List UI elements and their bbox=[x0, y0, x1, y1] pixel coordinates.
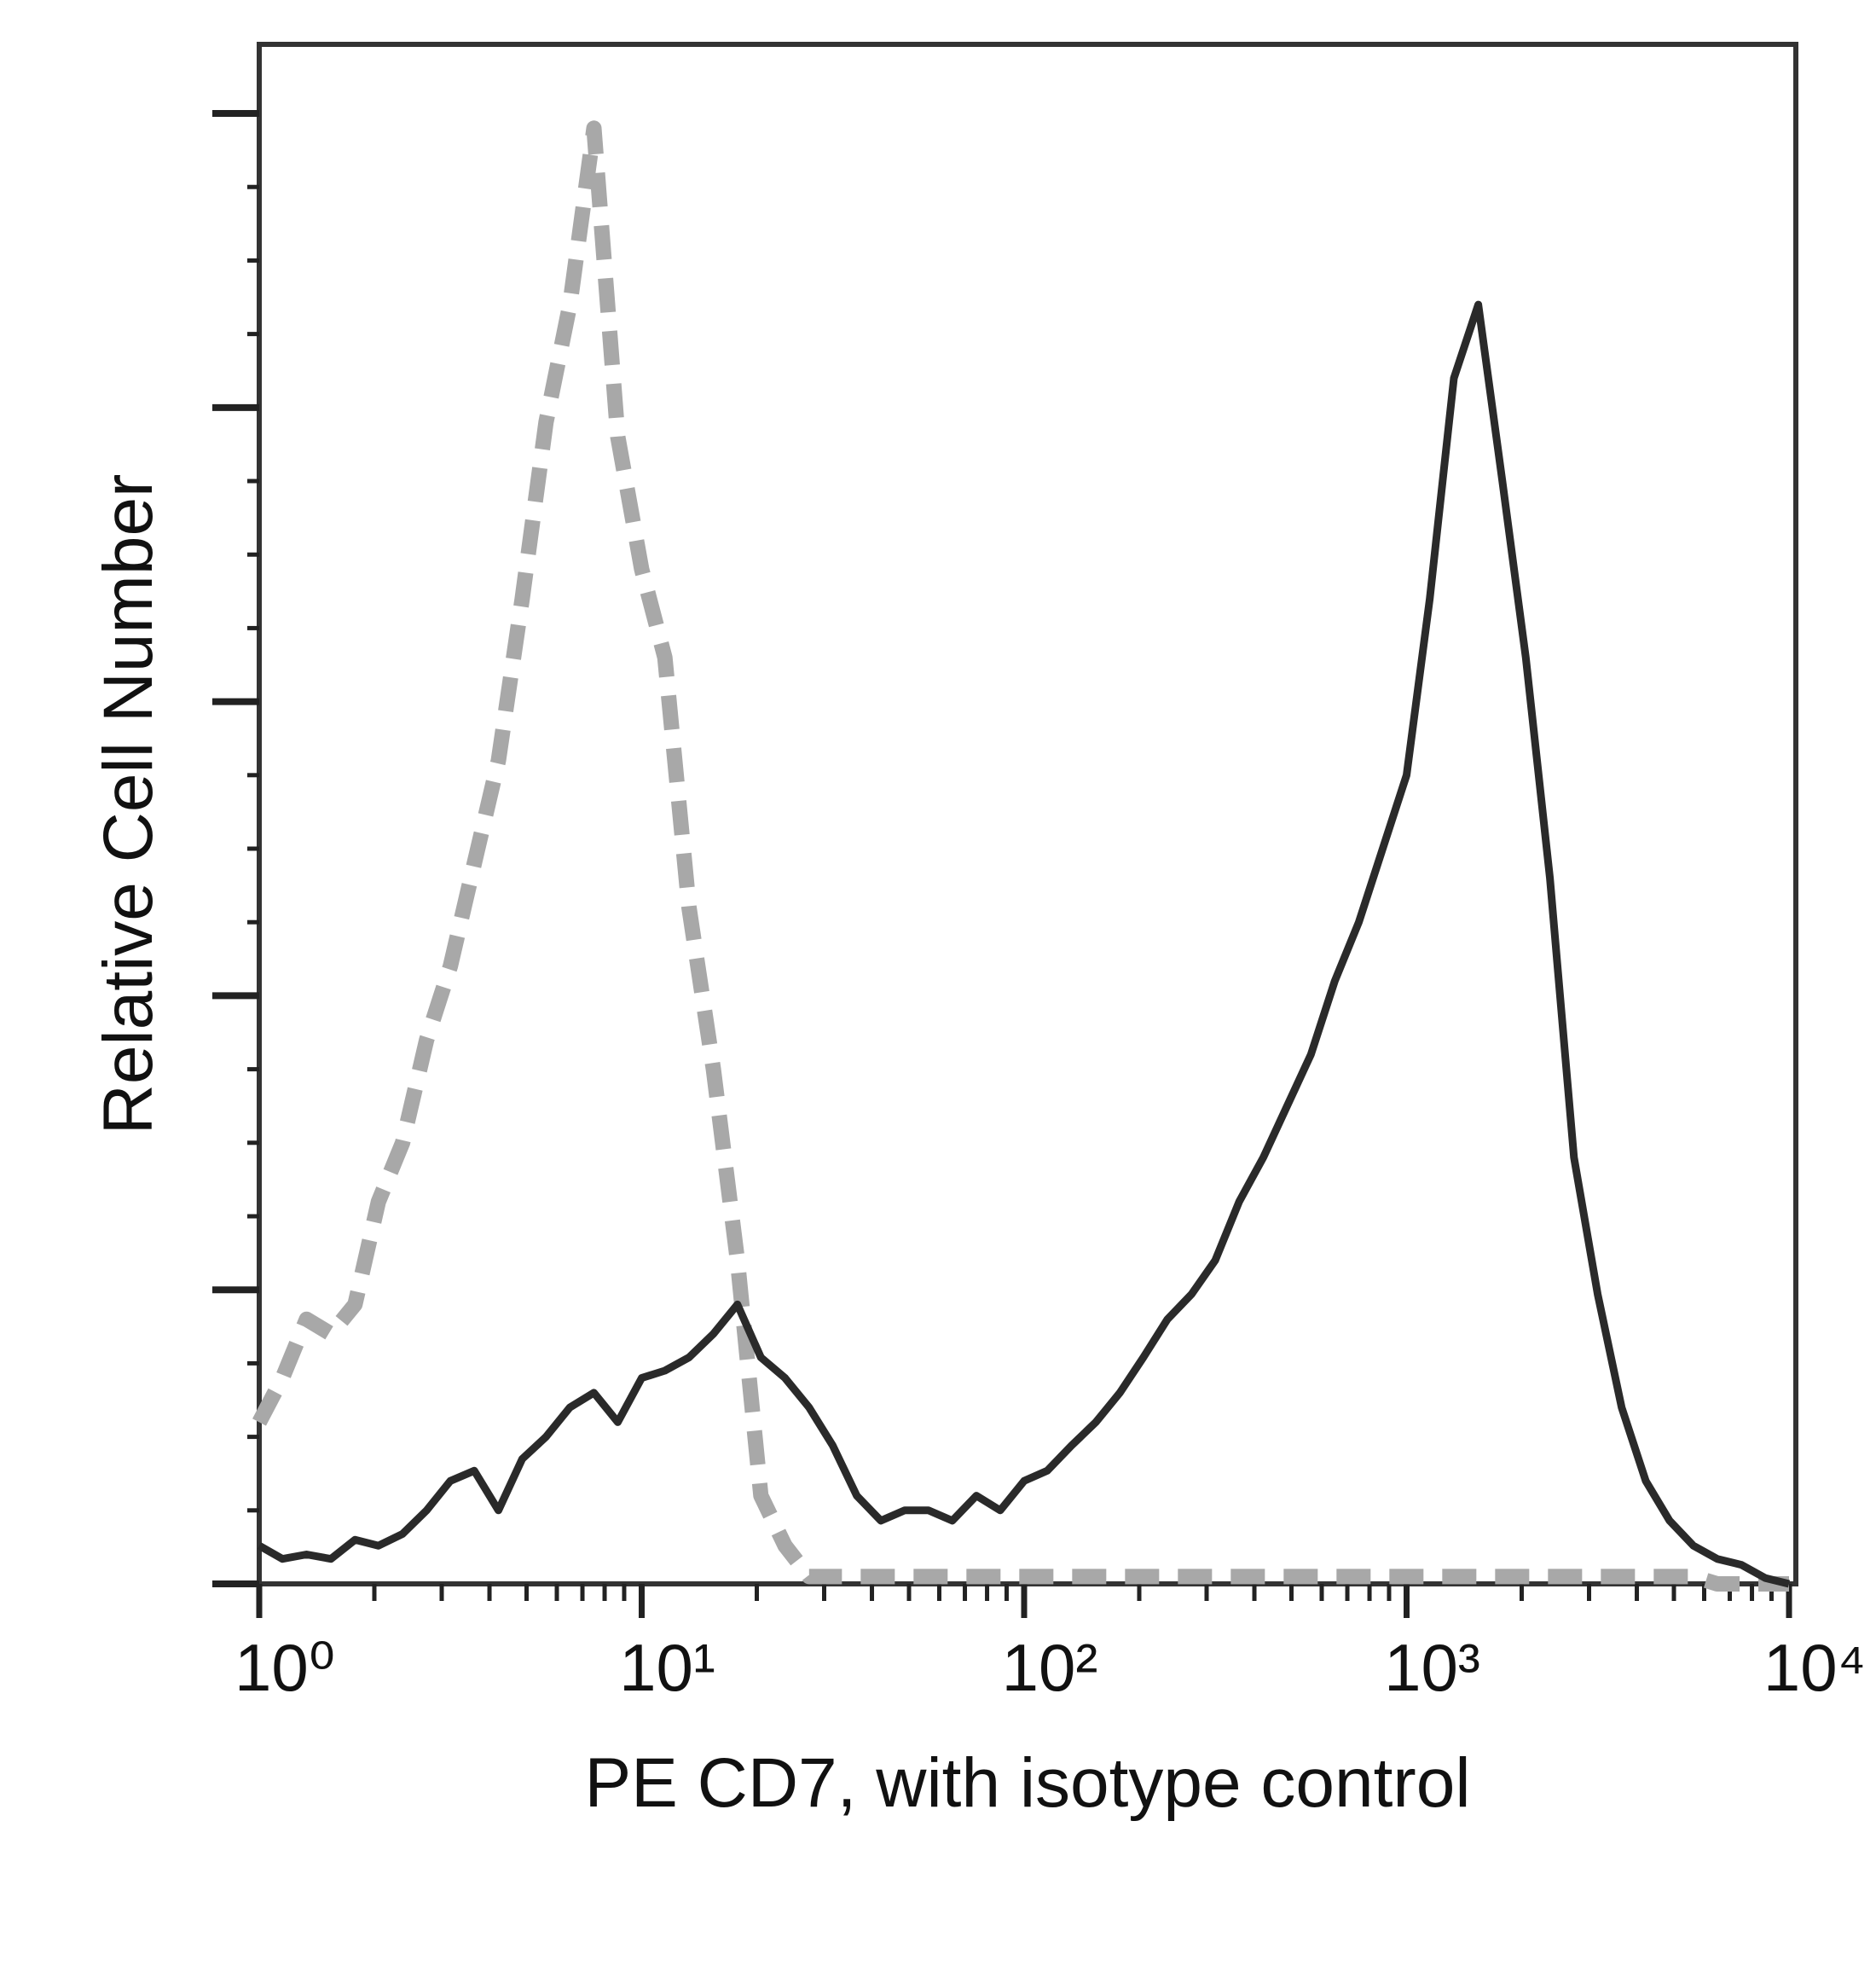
x-tick-label: 10³ bbox=[1384, 1630, 1480, 1705]
histogram-line bbox=[252, 120, 1789, 1592]
x-tick-label: 10⁰ bbox=[234, 1630, 335, 1705]
x-tick-label: 10² bbox=[1002, 1630, 1098, 1705]
y-axis-title: Relative Cell Number bbox=[90, 474, 167, 1135]
x-tick-label: 10¹ bbox=[619, 1630, 715, 1705]
histogram-line bbox=[257, 300, 1791, 1588]
x-tick-label: 10⁴ bbox=[1763, 1630, 1866, 1705]
x-axis-title: PE CD7, with isotype control bbox=[584, 1744, 1470, 1822]
